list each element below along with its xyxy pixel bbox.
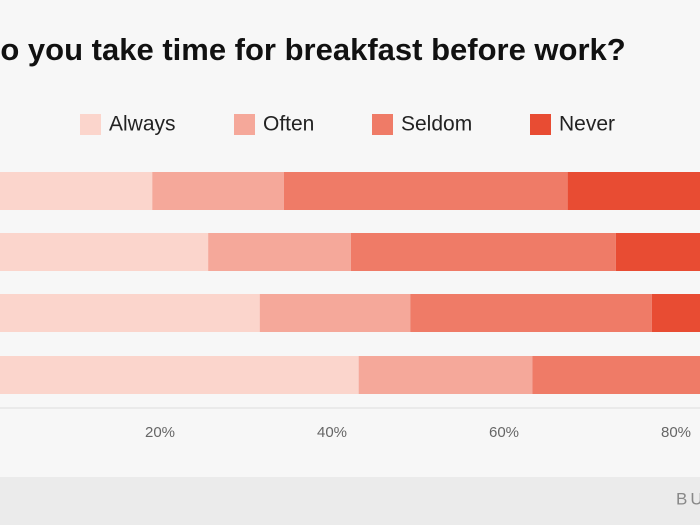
x-tick-label: 60% [489,424,519,441]
bar-segment [532,356,700,394]
bar-segment [259,294,411,332]
bar-segment [350,233,616,271]
bar-segment [0,233,209,271]
bar-segment [0,172,153,210]
legend-label: Seldom [401,113,472,136]
x-tick-label: 20% [145,424,175,441]
bar-segment [208,233,351,271]
chart-title: Do you take time for breakfast before wo… [0,32,626,67]
bar-segment [651,294,700,332]
legend-swatch [80,114,101,135]
bar-segment [0,294,260,332]
legend-swatch [372,114,393,135]
legend-label: Never [559,113,615,136]
bar-segment [567,172,700,210]
bar-segment [615,233,700,271]
bar-segment [283,172,568,210]
legend-swatch [530,114,551,135]
legend-label: Often [263,113,314,136]
legend-swatch [234,114,255,135]
source-logo: BU [676,489,700,508]
x-tick-label: 80% [661,424,691,441]
bar-segment [358,356,533,394]
bar-segment [410,294,652,332]
bar-segment [152,172,284,210]
legend-label: Always [109,113,176,136]
footer-band [0,477,700,525]
bar-segment [0,356,359,394]
x-tick-label: 40% [317,424,347,441]
